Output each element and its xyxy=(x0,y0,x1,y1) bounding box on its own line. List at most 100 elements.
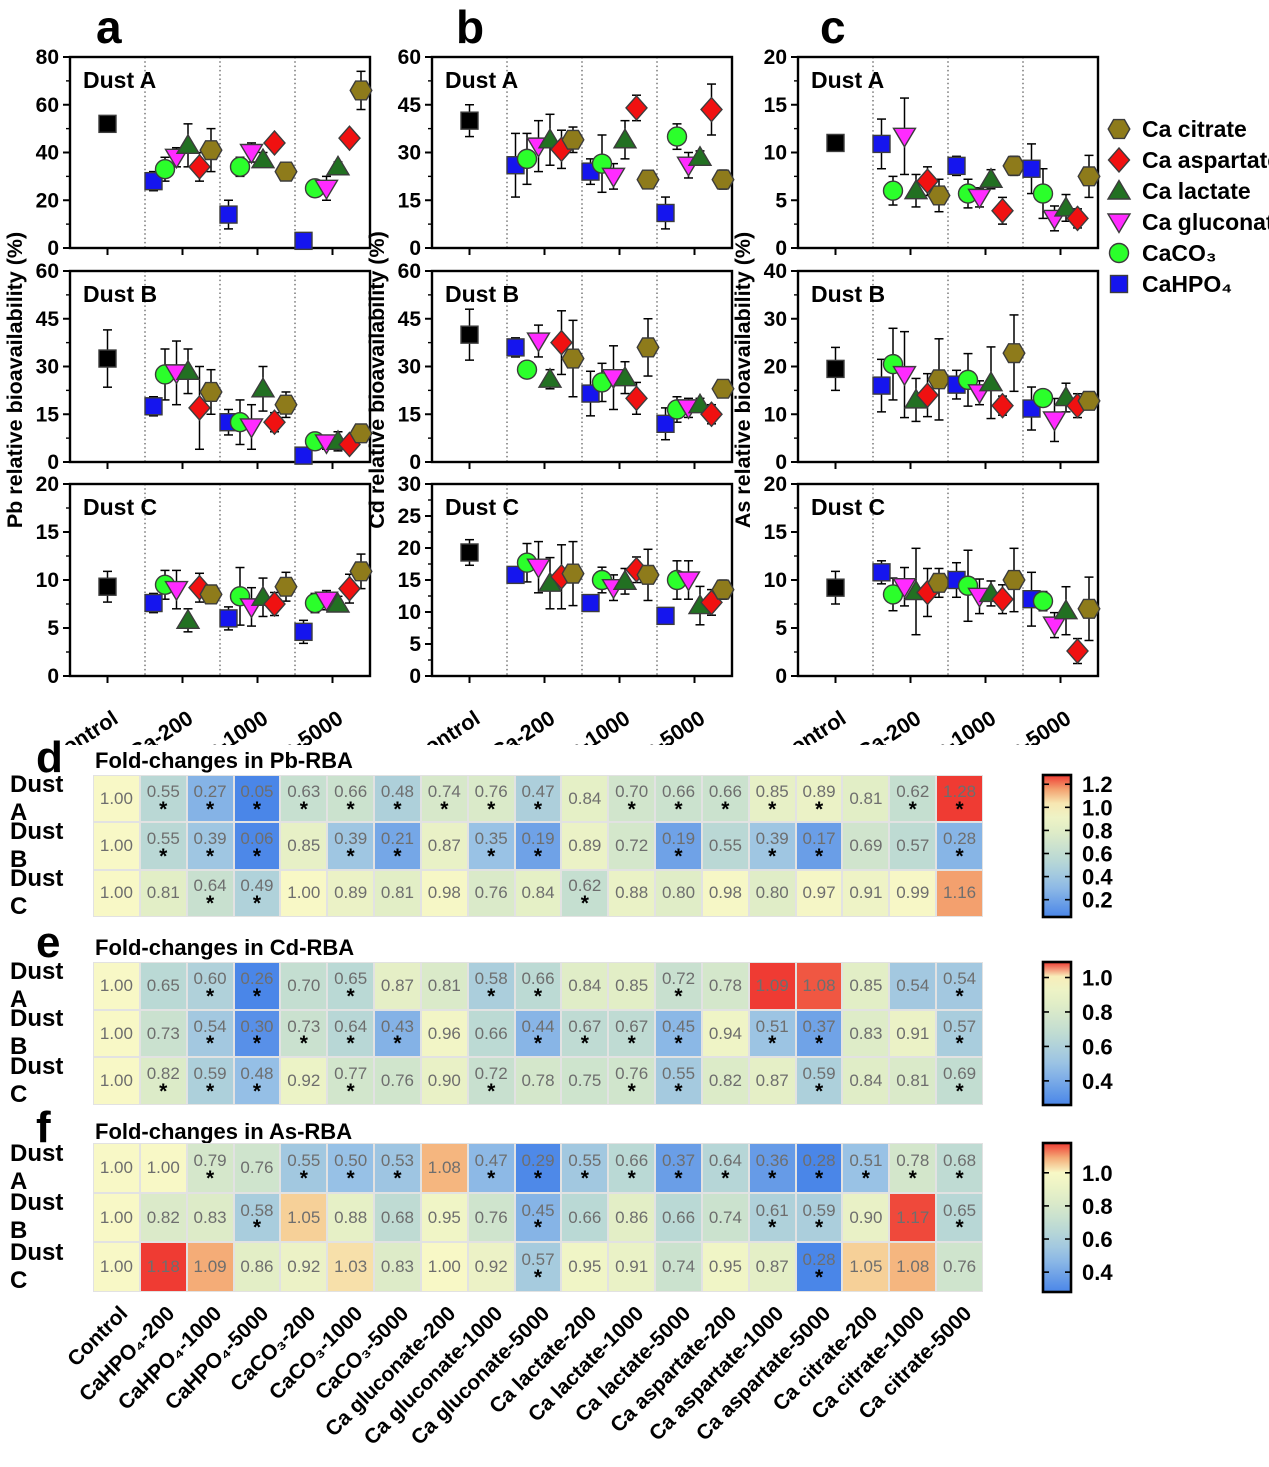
subpanel-title: Dust A xyxy=(445,67,518,93)
significance-asterisk: * xyxy=(861,1166,870,1190)
heatmap-cell: 0.60 * xyxy=(186,962,234,1010)
panel-letter-f: f xyxy=(36,1103,51,1152)
heatmap-cell: 1.00 xyxy=(93,1057,140,1105)
heatmap-cell: 0.81 xyxy=(139,869,187,917)
y-tick-label: 10 xyxy=(764,142,787,165)
marker-square xyxy=(219,205,238,224)
heatmap-cell-value: 1.00 xyxy=(146,1157,180,1177)
significance-asterisk: * xyxy=(533,844,543,868)
heatmap-cell-value: 0.26 xyxy=(240,968,274,988)
heatmap-cell: 0.76 * xyxy=(608,1057,656,1105)
heatmap-cell: 0.82 xyxy=(701,1057,749,1105)
marker-diamond xyxy=(916,382,939,409)
significance-asterisk: * xyxy=(814,1166,824,1190)
significance-asterisk: * xyxy=(955,1080,964,1104)
heatmap-cell-value: 0.55 xyxy=(146,829,180,849)
heatmap-cell-value: 0.58 xyxy=(474,968,508,988)
heatmap-cell: 0.88 xyxy=(608,869,656,917)
legend-label: Ca citrate xyxy=(1142,115,1247,142)
heatmap-cell-value: 0.77 xyxy=(334,1064,368,1084)
colorbar-tick-label: 1.0 xyxy=(1082,1161,1113,1186)
marker-hexagon xyxy=(274,161,298,182)
y-tick-label: 20 xyxy=(764,356,787,379)
heatmap-cell: 0.80 xyxy=(655,869,702,917)
significance-asterisk: * xyxy=(533,1032,543,1056)
significance-asterisk: * xyxy=(627,1032,636,1056)
heatmap-cell-value: 1.00 xyxy=(99,1023,133,1043)
colorbar-tick-label: 0.4 xyxy=(1082,1069,1113,1094)
heatmap-cell: 0.54 xyxy=(889,962,937,1010)
heatmap-cell: 0.68 * xyxy=(936,1143,983,1193)
y-tick-label: 30 xyxy=(764,308,787,331)
heatmap-cell: 0.79 * xyxy=(186,1143,234,1193)
colorbar-tick-label: 1.0 xyxy=(1082,966,1113,991)
legend-label: CaCO₃ xyxy=(1142,239,1217,266)
heatmap-cell: 0.68 xyxy=(374,1192,421,1243)
x-category-label: Ca-200 xyxy=(853,706,925,745)
heatmap-cell: 0.91 xyxy=(842,869,890,917)
heatmap-cell-value: 1.08 xyxy=(896,1257,930,1277)
scatter-subplot: 0 15 30 45 60 Dust B xyxy=(36,260,373,474)
significance-asterisk: * xyxy=(721,797,730,821)
heatmap-cell-value: 0.36 xyxy=(755,1150,789,1170)
heatmap-cell: 0.55 * xyxy=(280,1143,328,1193)
heatmap-cell: 0.84 xyxy=(561,775,609,823)
marker-hexagon xyxy=(636,169,660,190)
y-tick-label: 15 xyxy=(398,403,422,426)
heatmap-cell-value: 0.57 xyxy=(896,836,930,856)
legend-item: CaHPO₄ xyxy=(1106,271,1269,297)
significance-asterisk: * xyxy=(393,1032,402,1056)
panel-letter-e: e xyxy=(36,918,61,967)
heatmap-cell-value: 1.00 xyxy=(99,788,133,808)
heatmap-cell: 0.97 xyxy=(795,869,843,917)
marker-hexagon xyxy=(927,572,951,593)
heatmap-cell-value: 0.35 xyxy=(474,829,508,849)
heatmap-cell: 1.18 xyxy=(139,1242,187,1292)
heatmap-cell: 0.39 * xyxy=(186,822,234,870)
heatmap-cell-value: 0.61 xyxy=(755,1200,789,1220)
legend-marker-icon xyxy=(1108,242,1130,264)
heatmap-cell-value: 0.51 xyxy=(849,1150,883,1170)
scatter-subplot: 0 20 40 60 80 Dust A xyxy=(36,46,373,260)
heatmap-cell-value: 0.97 xyxy=(802,883,836,903)
heatmap-cell: 0.39 * xyxy=(327,822,375,870)
marker-control xyxy=(826,133,845,153)
heatmap-cell-value: 0.39 xyxy=(334,829,368,849)
heatmap-cell-value: 0.55 xyxy=(287,1150,321,1170)
significance-asterisk: * xyxy=(346,797,355,821)
marker-hexagon xyxy=(927,185,951,206)
legend-item: Ca aspartate xyxy=(1106,147,1269,173)
colorbar-tick-label: 0.6 xyxy=(1082,1227,1113,1252)
heatmap-cell-value: 0.73 xyxy=(287,1016,321,1036)
significance-asterisk: * xyxy=(206,797,215,821)
heatmap-cell-value: 0.54 xyxy=(896,975,930,995)
heatmap-cell-value: 0.76 xyxy=(380,1071,415,1091)
heatmap-cell: 0.85 * xyxy=(748,775,796,823)
heatmap-cell-value: 0.95 xyxy=(427,1207,461,1227)
marker-circle xyxy=(516,359,538,380)
heatmap-row-label: Dust A xyxy=(10,957,64,1013)
y-tick-label: 10 xyxy=(398,601,421,624)
heatmap-cell-value: 0.76 xyxy=(474,781,508,801)
heatmap-cell: 0.92 xyxy=(280,1242,328,1292)
marker-square xyxy=(144,397,163,416)
marker-control xyxy=(460,111,479,130)
heatmap-cell: 0.87 xyxy=(748,1242,796,1292)
scatter-subplot: 0 15 30 45 60 Dust A xyxy=(398,46,735,260)
triangle-down-icon xyxy=(1106,213,1132,234)
marker-diamond xyxy=(338,575,361,602)
heatmap-cell: 0.83 xyxy=(374,1242,421,1292)
legend-item: CaCO₃ xyxy=(1106,240,1269,266)
y-axis-label: As relative bioavailability (%) xyxy=(731,232,755,528)
y-tick-label: 10 xyxy=(36,569,59,592)
heatmap-cell-value: 0.86 xyxy=(240,1257,274,1277)
marker-triangle-up xyxy=(612,569,638,590)
heatmap-cell: 0.47 * xyxy=(514,775,562,823)
heatmap-cell: 0.62 * xyxy=(561,869,609,917)
marker-square xyxy=(144,593,163,613)
significance-asterisk: * xyxy=(814,1080,824,1104)
scatter-subplot: 0 10 20 30 40 Dust B xyxy=(764,260,1101,474)
heatmap-cell: 0.55 * xyxy=(139,822,187,870)
heatmap-cell-value: 0.47 xyxy=(521,781,555,801)
heatmap-cell-value: 0.55 xyxy=(146,781,180,801)
